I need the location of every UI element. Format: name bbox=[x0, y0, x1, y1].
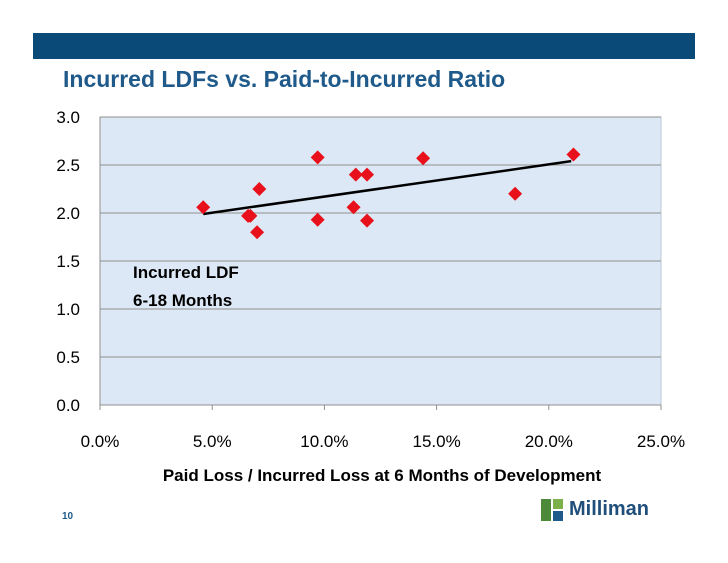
annotation-label: Incurred LDF bbox=[133, 263, 239, 282]
x-tick-label: 25.0% bbox=[637, 432, 685, 451]
data-point bbox=[360, 167, 375, 182]
y-tick-label: 3.0 bbox=[56, 108, 80, 127]
x-tick-label: 15.0% bbox=[412, 432, 460, 451]
x-tick-label: 10.0% bbox=[300, 432, 348, 451]
data-point bbox=[348, 167, 363, 182]
y-tick-label: 1.0 bbox=[56, 300, 80, 319]
x-tick-label: 20.0% bbox=[525, 432, 573, 451]
data-point bbox=[416, 151, 431, 166]
data-point bbox=[360, 213, 375, 228]
y-tick-label: 1.5 bbox=[56, 252, 80, 271]
data-point bbox=[243, 208, 258, 223]
data-point bbox=[310, 150, 325, 165]
slide-title: Incurred LDFs vs. Paid-to-Incurred Ratio bbox=[63, 66, 506, 92]
data-point bbox=[566, 147, 581, 162]
data-point bbox=[346, 200, 361, 215]
header-bar bbox=[33, 33, 695, 59]
y-tick-label: 0.0 bbox=[56, 396, 80, 415]
x-axis-label: Paid Loss / Incurred Loss at 6 Months of… bbox=[163, 466, 602, 485]
data-point bbox=[310, 212, 325, 227]
trendline bbox=[203, 159, 572, 216]
x-tick-label: 0.0% bbox=[81, 432, 120, 451]
y-tick-label: 2.0 bbox=[56, 204, 80, 223]
milliman-logo-icon bbox=[541, 498, 563, 521]
data-point bbox=[250, 225, 265, 240]
data-point bbox=[252, 182, 267, 196]
y-tick-label: 0.5 bbox=[56, 348, 80, 367]
x-tick-label: 5.0% bbox=[193, 432, 232, 451]
logo-text: Milliman bbox=[569, 498, 650, 520]
page-number: 10 bbox=[62, 511, 74, 522]
milliman-logo: Milliman bbox=[541, 498, 649, 521]
data-point bbox=[196, 200, 211, 215]
data-point bbox=[508, 186, 523, 201]
annotation-label: 6-18 Months bbox=[133, 291, 232, 310]
y-tick-label: 2.5 bbox=[56, 156, 80, 175]
